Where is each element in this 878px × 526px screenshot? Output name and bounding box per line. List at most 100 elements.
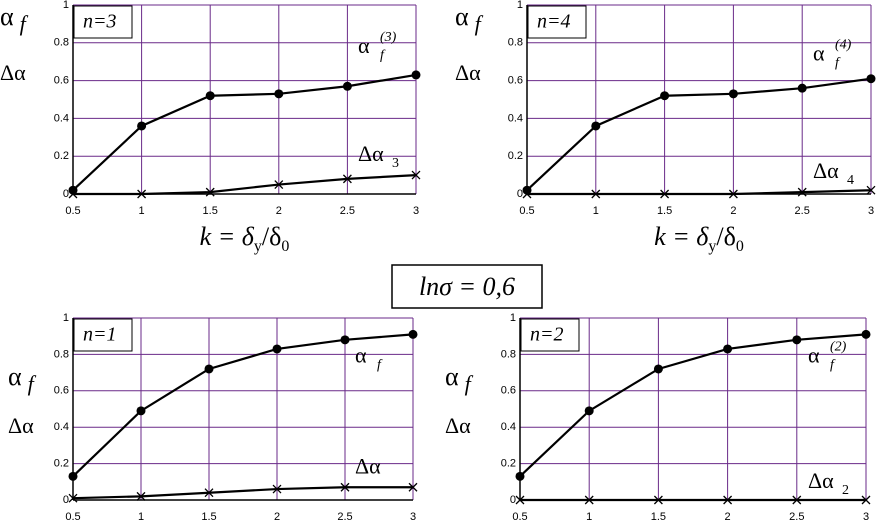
- y-tick-label: 0.8: [54, 348, 69, 360]
- point: [274, 89, 284, 99]
- series-label-sub: f: [377, 357, 383, 372]
- y-tick-label: 1: [517, 0, 523, 11]
- x-tick-label: 0.5: [512, 511, 527, 523]
- panel-box: [73, 318, 133, 352]
- y-tick-label: 0.4: [508, 112, 523, 124]
- point: [342, 81, 352, 91]
- y-tick-label: 0.6: [54, 75, 69, 87]
- x-tick-label: 3: [413, 205, 419, 217]
- series-label: Δα 3: [358, 141, 399, 171]
- panel-box: [73, 5, 133, 39]
- point: [136, 491, 146, 501]
- point: [204, 364, 214, 374]
- point: [515, 471, 525, 481]
- y-axis-label-sub: f: [28, 371, 37, 396]
- series-label-name: α: [358, 33, 370, 58]
- x-tick-label: 0.5: [65, 205, 80, 217]
- point: [584, 495, 594, 505]
- y-axis-label-2: Δα: [455, 60, 481, 85]
- point: [728, 89, 738, 99]
- y-axis-label-2: Δα: [445, 413, 471, 438]
- x-axis-label-part: /δ: [716, 222, 735, 251]
- point: [411, 170, 421, 180]
- y-tick-label: 0.8: [54, 37, 69, 49]
- point: [205, 91, 215, 101]
- series-line: [72, 73, 417, 192]
- y-tick-label: 0.4: [501, 421, 516, 433]
- y-tick-label: 0.4: [54, 112, 69, 124]
- x-axis-label-part: 0: [736, 238, 744, 255]
- point: [68, 471, 78, 481]
- point: [136, 406, 146, 416]
- panel-box: [527, 5, 587, 39]
- x-axis-label-part: y: [254, 238, 262, 255]
- x-tick-label: 1.5: [657, 205, 672, 217]
- series-label: α (2) f: [808, 339, 847, 372]
- y-tick-label: 1: [63, 312, 69, 324]
- series-label-name: Δα: [358, 141, 384, 166]
- x-tick-label: 2.5: [789, 511, 804, 523]
- series-line: [527, 189, 872, 196]
- y-axis-label-main: α: [0, 2, 14, 31]
- y-tick-label: 0.4: [54, 421, 69, 433]
- panel-label: n=1: [83, 324, 117, 346]
- x-tick-label: 0.5: [65, 511, 80, 523]
- x-axis-label-part: k = δ: [654, 222, 709, 251]
- point: [68, 189, 78, 199]
- series-label-name: Δα: [355, 453, 381, 478]
- y-tick-label: 0: [63, 188, 69, 200]
- point: [515, 495, 525, 505]
- x-tick-label: 2.5: [795, 205, 810, 217]
- x-axis-label-part: k = δ: [200, 222, 255, 251]
- x-tick-label: 1.5: [203, 205, 218, 217]
- point: [408, 329, 418, 339]
- series-label-name: α: [808, 342, 820, 367]
- panel-label: n=3: [83, 11, 117, 33]
- series-label-sub: 3: [392, 156, 399, 171]
- series-line: [519, 333, 867, 478]
- point: [866, 74, 876, 84]
- series-label-name: α: [355, 342, 367, 367]
- y-axis-label-sub: f: [475, 11, 484, 36]
- x-tick-label: 2.5: [340, 205, 355, 217]
- point: [861, 495, 871, 505]
- series-line: [73, 174, 417, 196]
- point: [272, 344, 282, 354]
- series-label-name: Δα: [808, 468, 834, 493]
- point: [660, 189, 670, 199]
- y-tick-label: 1: [510, 312, 516, 324]
- point: [342, 174, 352, 184]
- y-tick-label: 0: [63, 494, 69, 506]
- x-tick-label: 3: [868, 205, 874, 217]
- point: [137, 121, 147, 131]
- x-tick-label: 0.5: [519, 205, 534, 217]
- y-tick-label: 0.6: [508, 75, 523, 87]
- panel-label: n=2: [530, 324, 564, 346]
- point: [660, 91, 670, 101]
- y-axis-label-sub: f: [20, 11, 29, 36]
- y-tick-label: 0.2: [508, 150, 523, 162]
- point: [272, 484, 282, 494]
- y-axis-label-sub: f: [465, 371, 474, 396]
- y-tick-label: 0.2: [501, 458, 516, 470]
- y-tick-label: 0.8: [501, 348, 516, 360]
- x-axis-label-part: 0: [281, 238, 289, 255]
- series-label-sup: (4): [835, 38, 852, 53]
- point: [723, 344, 733, 354]
- series-label-sub: 2: [842, 483, 849, 498]
- series-label: Δα 2: [808, 468, 849, 498]
- point: [866, 185, 876, 195]
- x-tick-label: 1.5: [651, 511, 666, 523]
- y-tick-label: 0.6: [501, 385, 516, 397]
- point: [728, 189, 738, 199]
- y-axis-label-2: Δα: [0, 60, 26, 85]
- x-axis-label-part: /δ: [262, 222, 281, 251]
- series-label-sup: (2): [830, 339, 847, 354]
- point: [137, 189, 147, 199]
- series-line: [72, 486, 413, 500]
- series-label: α (4) f: [813, 38, 852, 71]
